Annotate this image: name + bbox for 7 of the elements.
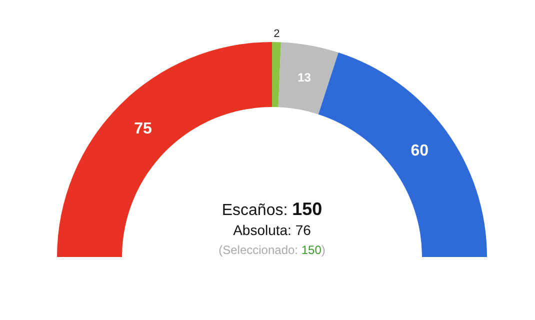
data-label: 2 [274,28,280,40]
text: (Seleccionado: 150) [218,243,326,257]
text: Absoluta: 76 [233,222,312,238]
text: Escaños: 150 [222,199,322,219]
data-label: 75 [134,120,152,138]
data-label: 13 [298,70,312,85]
data-label: 60 [410,142,429,160]
